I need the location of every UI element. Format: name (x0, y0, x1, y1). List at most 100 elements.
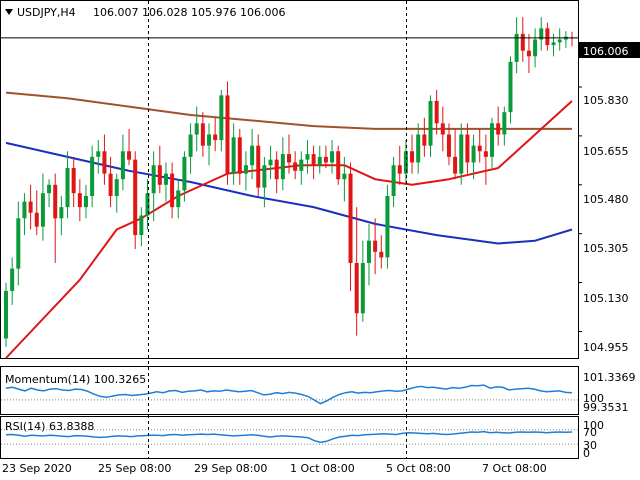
rsi-frame (0, 416, 579, 459)
candle-body (391, 165, 396, 196)
candle-body (207, 134, 212, 146)
candle-body (477, 145, 482, 152)
candle-body (16, 218, 21, 269)
rsi-tick: 70 (583, 426, 597, 439)
candle-body (490, 123, 495, 157)
candle-body (379, 251, 384, 258)
candle-body (545, 28, 550, 46)
rsi-tick: 0 (583, 447, 590, 460)
ma-slow-line (5, 141, 573, 245)
candle-body (305, 154, 310, 160)
candle-body (280, 154, 285, 180)
candle-body (459, 134, 464, 174)
momentum-tick: 101.3369 (583, 371, 636, 384)
price-tick: 105.480 (583, 193, 629, 206)
momentum-title: Momentum(14) 100.3265 (5, 373, 146, 386)
candle-body (231, 137, 236, 174)
candle-body (133, 159, 138, 236)
rsi-tick: 30 (583, 439, 597, 452)
candle-body (410, 151, 415, 163)
candle-body (71, 168, 76, 194)
candle-body (373, 240, 378, 252)
candle-body (403, 151, 408, 174)
candle-body (539, 28, 544, 40)
candle-body (262, 165, 267, 188)
candle-body (157, 165, 162, 185)
candle-body (348, 173, 353, 264)
candle-body (397, 165, 402, 174)
candle-body (354, 263, 359, 314)
candle-body (22, 201, 27, 219)
momentum-line (5, 384, 573, 405)
candle-body (194, 123, 199, 135)
candle-body (311, 154, 316, 166)
candle-body (293, 162, 298, 171)
candle-body (508, 61, 513, 113)
candle-body (483, 151, 488, 157)
time-label: 1 Oct 08:00 (290, 462, 355, 475)
rsi-panel[interactable] (0, 416, 579, 459)
candle-body (83, 195, 88, 208)
candle-body (219, 95, 224, 141)
ma-mid-line (5, 91, 572, 130)
price-axis: 106.006 105.830 105.655 105.480 105.305 … (579, 42, 640, 354)
symbol-label: USDJPY,H4 (17, 6, 76, 19)
time-label: 25 Sep 08:00 (98, 462, 171, 475)
candle-body (440, 123, 445, 135)
candle-body (250, 145, 255, 166)
momentum-panel[interactable] (0, 366, 579, 415)
price-panel-frame (0, 0, 579, 359)
time-label: 5 Oct 08:00 (386, 462, 451, 475)
candle-body (533, 39, 538, 57)
candle-body (274, 159, 279, 180)
candle-body (114, 179, 119, 196)
price-panel[interactable] (0, 0, 579, 359)
candle-body (34, 212, 39, 227)
candle-body (90, 156, 95, 196)
candle-body (96, 151, 101, 157)
current-price-tag (579, 42, 640, 58)
candle-body (200, 123, 205, 146)
moving-averages (5, 91, 573, 359)
ma-fast-line (5, 100, 573, 359)
rsi-title: RSI(14) 63.8388 (5, 420, 94, 433)
candle-body (225, 95, 230, 174)
candle-body (323, 156, 328, 163)
candle-body (514, 33, 519, 62)
ohlc-values: 106.007 106.028 105.976 106.006 (93, 6, 285, 19)
candle-body (53, 184, 58, 219)
time-label: 23 Sep 2020 (2, 462, 72, 475)
candle-body (336, 151, 341, 180)
candle-body (446, 134, 451, 157)
price-tick: 105.655 (583, 145, 629, 158)
candle-body (145, 193, 150, 216)
candle-body (428, 100, 433, 146)
candle-body (366, 240, 371, 264)
candle-body (520, 33, 525, 51)
momentum-tick: 100 (583, 392, 604, 405)
candle-body (188, 134, 193, 157)
candle-body (385, 195, 390, 258)
candle-body (268, 159, 273, 166)
candle-body (59, 207, 64, 219)
time-label: 29 Sep 08:00 (194, 462, 267, 475)
candle-body (102, 151, 107, 174)
candle-body (77, 193, 82, 208)
candle-body (65, 168, 70, 208)
candle-body (139, 215, 144, 236)
collapse-triangle-icon[interactable] (5, 9, 13, 15)
candle-body (502, 112, 507, 135)
momentum-tick: 99.3531 (583, 401, 629, 414)
candle-body (416, 134, 421, 163)
candle-body (360, 263, 365, 314)
price-tick: 105.130 (583, 292, 629, 305)
candle-body (471, 145, 476, 163)
candle-body (342, 173, 347, 180)
candle-body (127, 151, 132, 160)
candle-body (317, 156, 322, 166)
candle-body (256, 145, 261, 188)
candle-body (557, 39, 562, 43)
candle-body (170, 173, 175, 208)
candle-body (422, 134, 427, 146)
